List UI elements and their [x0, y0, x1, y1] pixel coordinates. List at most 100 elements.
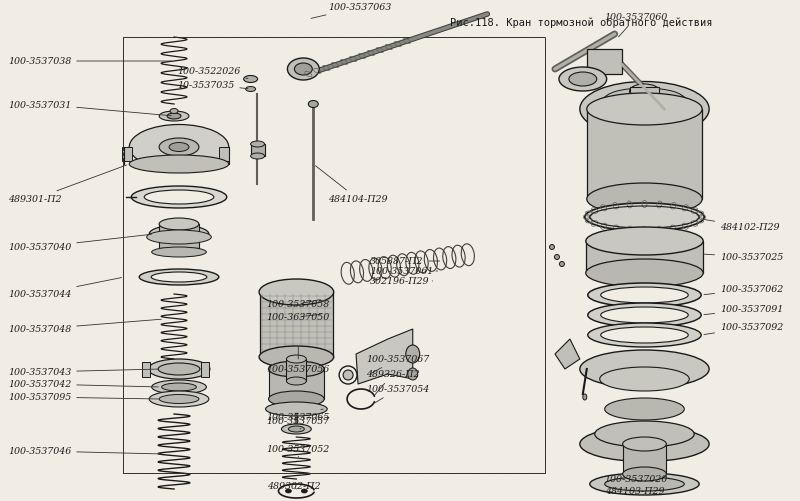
Ellipse shape [148, 359, 210, 379]
Ellipse shape [601, 327, 688, 343]
Ellipse shape [159, 218, 199, 230]
Text: 100-3537052: 100-3537052 [266, 444, 330, 457]
Ellipse shape [259, 346, 334, 368]
Ellipse shape [550, 245, 554, 250]
Ellipse shape [622, 437, 666, 451]
Text: 489301-П2: 489301-П2 [8, 166, 126, 204]
Ellipse shape [630, 85, 659, 99]
Ellipse shape [594, 90, 694, 130]
Ellipse shape [259, 280, 334, 306]
Ellipse shape [590, 473, 699, 495]
Polygon shape [356, 329, 413, 384]
Ellipse shape [588, 284, 701, 308]
Ellipse shape [159, 395, 199, 404]
Text: 100-3537060: 100-3537060 [605, 14, 668, 38]
Ellipse shape [601, 308, 688, 323]
Ellipse shape [152, 380, 206, 394]
Ellipse shape [286, 489, 291, 493]
Bar [586, 241, 703, 274]
Text: 100-3537054: 100-3537054 [366, 385, 430, 403]
Text: 484102-П29: 484102-П29 [704, 220, 779, 232]
Ellipse shape [620, 93, 670, 107]
Text: 100-3537095: 100-3537095 [8, 393, 158, 402]
Ellipse shape [594, 421, 694, 447]
Ellipse shape [308, 101, 318, 108]
Bar [269, 369, 324, 399]
Bar [630, 88, 659, 110]
Bar [201, 362, 209, 377]
Ellipse shape [149, 225, 209, 243]
Bar [159, 224, 199, 255]
Ellipse shape [139, 270, 219, 286]
Bar [586, 110, 702, 199]
Text: 10-3537035: 10-3537035 [177, 80, 248, 90]
Text: 100-3537043: 100-3537043 [8, 368, 158, 377]
Ellipse shape [605, 477, 684, 491]
Bar [219, 148, 229, 162]
Text: 100-3522026: 100-3522026 [177, 67, 248, 79]
Bar [590, 369, 699, 444]
Text: 489302-П2: 489302-П2 [266, 481, 320, 490]
Ellipse shape [269, 361, 324, 377]
Ellipse shape [343, 370, 353, 380]
Text: 100-3537056: 100-3537056 [266, 347, 330, 374]
Ellipse shape [588, 323, 701, 347]
Text: 302196-П29: 302196-П29 [370, 277, 433, 286]
Ellipse shape [144, 190, 214, 204]
Ellipse shape [246, 87, 256, 92]
Ellipse shape [559, 262, 565, 267]
Ellipse shape [287, 59, 319, 81]
Ellipse shape [588, 304, 701, 327]
Bar [250, 145, 265, 157]
Ellipse shape [266, 402, 327, 416]
Ellipse shape [406, 345, 420, 363]
Ellipse shape [130, 125, 229, 170]
Bar [586, 50, 622, 75]
Ellipse shape [583, 394, 586, 400]
Ellipse shape [289, 426, 304, 432]
Ellipse shape [586, 227, 703, 256]
Ellipse shape [559, 68, 606, 92]
Ellipse shape [408, 368, 418, 380]
Text: 100-3537048: 100-3537048 [8, 320, 162, 334]
Ellipse shape [170, 109, 178, 114]
Text: 484103-П29: 484103-П29 [605, 486, 664, 495]
Ellipse shape [151, 273, 207, 283]
Text: 100-3537058: 100-3537058 [266, 300, 330, 309]
Ellipse shape [149, 391, 209, 407]
Ellipse shape [302, 489, 307, 493]
Bar [123, 38, 545, 473]
Text: 100-3537057: 100-3537057 [266, 417, 330, 429]
Ellipse shape [269, 391, 324, 407]
Ellipse shape [580, 350, 709, 388]
Text: 489326-П2: 489326-П2 [366, 370, 419, 395]
Text: Рис.118. Кран тормозной обратного действия: Рис.118. Кран тормозной обратного действ… [450, 18, 712, 28]
Text: 484104-П29: 484104-П29 [315, 166, 388, 204]
Text: 100-3537067: 100-3537067 [366, 355, 430, 374]
Text: 100-3537031: 100-3537031 [8, 100, 171, 117]
Ellipse shape [580, 82, 709, 137]
Text: 100-3537062: 100-3537062 [704, 285, 783, 295]
Text: 100-3537025: 100-3537025 [704, 253, 783, 262]
Bar [142, 362, 150, 377]
Ellipse shape [586, 260, 703, 288]
Text: 100-3537063: 100-3537063 [311, 4, 391, 20]
Text: 100-3537040: 100-3537040 [8, 235, 151, 252]
Ellipse shape [294, 64, 312, 76]
Bar [122, 148, 132, 162]
Polygon shape [555, 339, 580, 369]
Ellipse shape [146, 230, 211, 244]
Ellipse shape [159, 139, 199, 157]
Ellipse shape [162, 383, 197, 391]
Ellipse shape [250, 154, 265, 160]
Ellipse shape [600, 367, 690, 391]
Ellipse shape [286, 377, 306, 385]
Text: 100-3537091: 100-3537091 [704, 305, 783, 315]
Ellipse shape [569, 73, 597, 87]
Ellipse shape [605, 398, 684, 420]
Bar [259, 293, 333, 357]
Ellipse shape [131, 187, 226, 208]
Bar [622, 444, 666, 474]
Ellipse shape [152, 247, 206, 258]
Text: 100-3537046: 100-3537046 [8, 446, 162, 455]
